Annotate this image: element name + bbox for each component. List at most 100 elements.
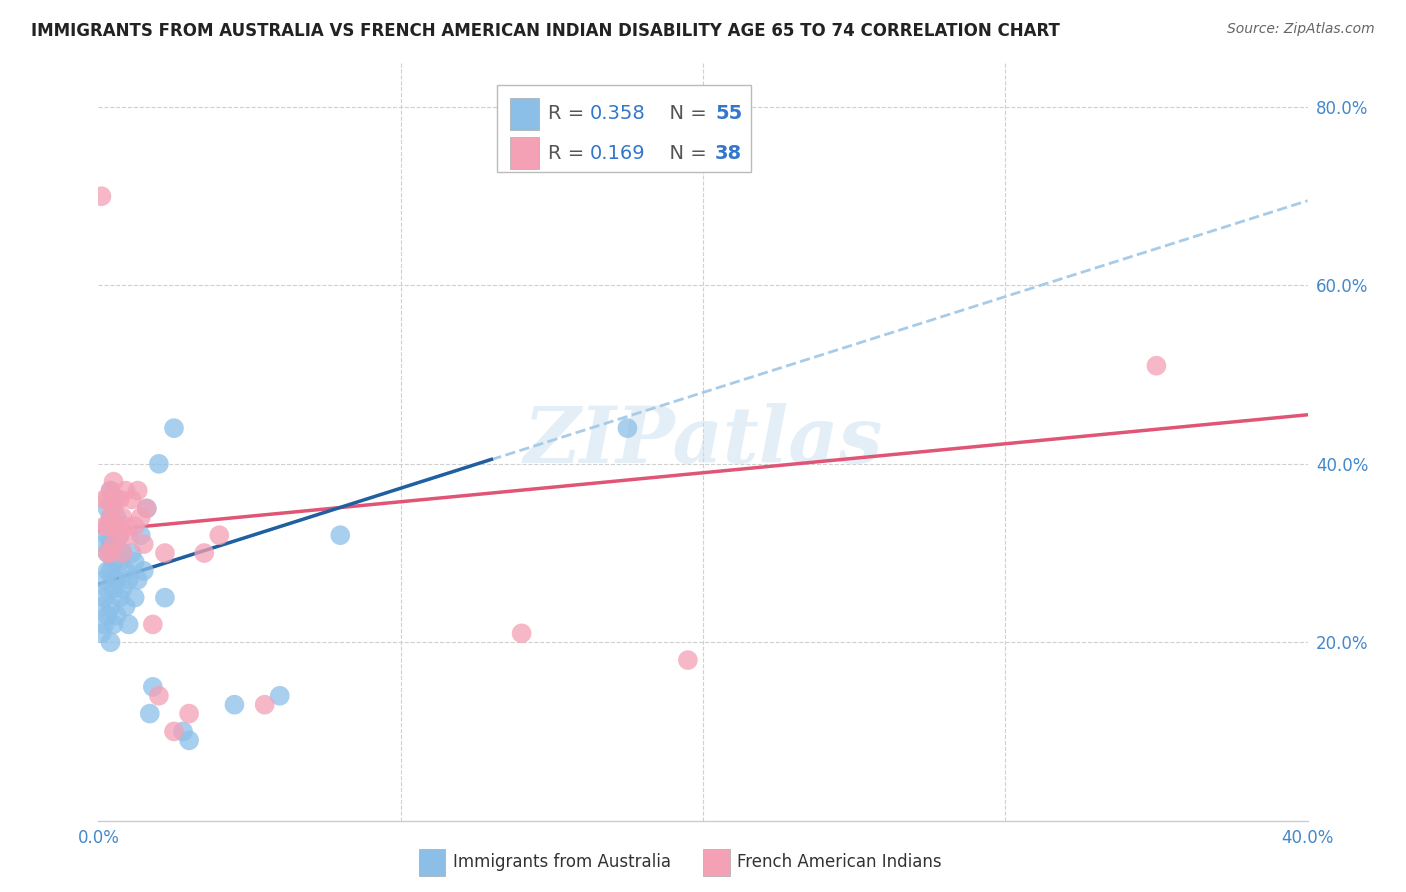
Point <box>108 528 131 542</box>
Point <box>93 537 115 551</box>
FancyBboxPatch shape <box>703 848 730 876</box>
Point <box>108 591 131 605</box>
Point <box>124 591 146 605</box>
Point <box>100 635 122 649</box>
Point <box>269 689 291 703</box>
Point <box>142 617 165 632</box>
Point <box>114 564 136 578</box>
Point <box>193 546 215 560</box>
Point <box>96 528 118 542</box>
Point <box>108 492 131 507</box>
Point <box>96 564 118 578</box>
Point <box>135 501 157 516</box>
Point <box>118 528 141 542</box>
Point <box>100 483 122 498</box>
Point <box>90 189 112 203</box>
Point <box>142 680 165 694</box>
Point <box>148 689 170 703</box>
Point <box>121 492 143 507</box>
Text: 38: 38 <box>716 144 742 162</box>
Point <box>127 483 149 498</box>
Point <box>179 733 201 747</box>
Point <box>124 555 146 569</box>
Point <box>90 626 112 640</box>
Point <box>121 546 143 560</box>
Text: ZIPatlas: ZIPatlas <box>523 403 883 480</box>
Point <box>129 510 152 524</box>
Point <box>153 546 176 560</box>
Point <box>93 573 115 587</box>
Point <box>100 599 122 614</box>
Point <box>224 698 246 712</box>
Point <box>105 519 128 533</box>
Point <box>108 528 131 542</box>
Point <box>96 519 118 533</box>
Text: R =: R = <box>548 144 591 162</box>
Point <box>1144 359 1167 373</box>
Point <box>103 519 125 533</box>
Point <box>111 510 134 524</box>
Point <box>96 519 118 533</box>
Point <box>111 546 134 560</box>
Point <box>132 564 155 578</box>
Point <box>148 457 170 471</box>
Point <box>127 573 149 587</box>
Point <box>139 706 162 721</box>
Text: R =: R = <box>548 104 591 123</box>
Text: 55: 55 <box>716 104 742 123</box>
Point <box>208 528 231 542</box>
Text: French American Indians: French American Indians <box>737 854 942 871</box>
Point <box>118 617 141 632</box>
Point <box>179 706 201 721</box>
Text: IMMIGRANTS FROM AUSTRALIA VS FRENCH AMERICAN INDIAN DISABILITY AGE 65 TO 74 CORR: IMMIGRANTS FROM AUSTRALIA VS FRENCH AMER… <box>31 22 1060 40</box>
Point <box>132 537 155 551</box>
Point <box>93 492 115 507</box>
Point <box>135 501 157 516</box>
Point <box>616 421 638 435</box>
Point <box>105 608 128 623</box>
Point <box>163 421 186 435</box>
Point <box>108 555 131 569</box>
Point <box>253 698 276 712</box>
Point <box>96 608 118 623</box>
Point <box>172 724 194 739</box>
Point <box>90 599 112 614</box>
Text: N =: N = <box>657 104 713 123</box>
Point <box>103 537 125 551</box>
Point <box>329 528 352 542</box>
Point <box>510 626 533 640</box>
Point <box>105 537 128 551</box>
FancyBboxPatch shape <box>498 85 751 172</box>
Point <box>93 519 115 533</box>
Point <box>111 582 134 596</box>
Point <box>103 475 125 489</box>
Point <box>96 546 118 560</box>
Point <box>111 546 134 560</box>
Point <box>114 599 136 614</box>
Point <box>103 617 125 632</box>
Point <box>103 501 125 516</box>
Point <box>103 492 125 507</box>
Point <box>676 653 699 667</box>
Point <box>96 492 118 507</box>
Point <box>93 591 115 605</box>
Point <box>103 555 125 569</box>
Point <box>163 724 186 739</box>
FancyBboxPatch shape <box>419 848 446 876</box>
Point <box>93 617 115 632</box>
Text: Immigrants from Australia: Immigrants from Australia <box>453 854 671 871</box>
Point <box>100 564 122 578</box>
Point <box>103 582 125 596</box>
Point <box>100 510 122 524</box>
Point <box>105 510 128 524</box>
Text: 0.169: 0.169 <box>589 144 645 162</box>
FancyBboxPatch shape <box>509 137 538 169</box>
Point <box>124 519 146 533</box>
Point <box>96 501 118 516</box>
Text: Source: ZipAtlas.com: Source: ZipAtlas.com <box>1227 22 1375 37</box>
Point <box>100 483 122 498</box>
Text: N =: N = <box>657 144 713 162</box>
Point <box>114 519 136 533</box>
Point <box>114 483 136 498</box>
Point <box>100 546 122 560</box>
